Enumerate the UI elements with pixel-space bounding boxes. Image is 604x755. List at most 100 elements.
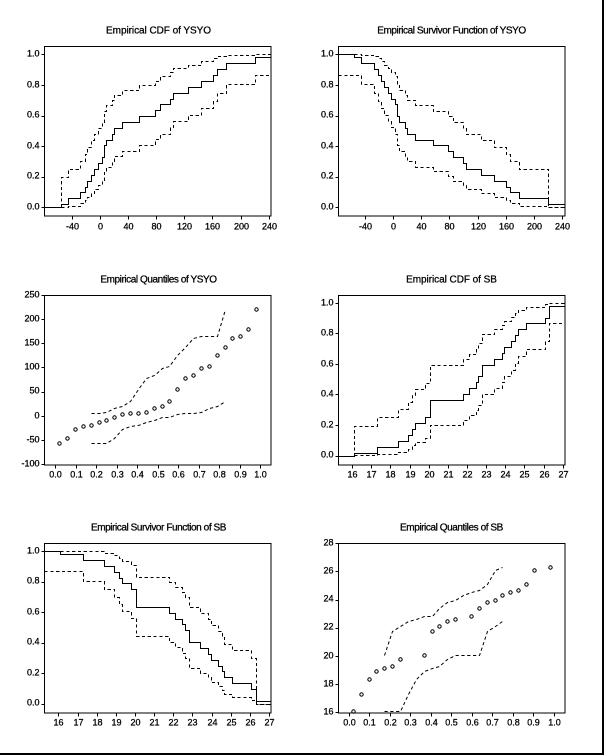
svg-text:0.8: 0.8 [321,80,334,90]
svg-text:0.6: 0.6 [27,607,40,617]
svg-text:80: 80 [151,222,161,232]
svg-text:0.8: 0.8 [321,328,334,338]
svg-text:17: 17 [73,718,83,728]
svg-text:26: 26 [323,566,333,576]
svg-text:0.1: 0.1 [363,718,376,728]
svg-text:0.8: 0.8 [27,576,40,586]
svg-text:16: 16 [347,470,357,480]
svg-text:160: 160 [205,222,220,232]
svg-text:22: 22 [168,718,178,728]
svg-text:0.8: 0.8 [507,718,520,728]
svg-text:Empirical Survivor Function of: Empirical Survivor Function of SB [91,523,227,534]
svg-text:240: 240 [555,222,570,232]
svg-text:17: 17 [366,470,376,480]
svg-text:0.4: 0.4 [425,718,438,728]
svg-text:200: 200 [24,314,39,324]
svg-text:Empirical Survivor Function of: Empirical Survivor Function of YSYO [377,26,526,37]
svg-text:0.5: 0.5 [152,470,165,480]
svg-text:24: 24 [207,718,217,728]
svg-text:18: 18 [323,679,333,689]
svg-text:0.0: 0.0 [321,450,334,460]
svg-text:0.7: 0.7 [486,718,499,728]
svg-text:0.5: 0.5 [445,718,458,728]
svg-text:200: 200 [527,222,542,232]
svg-text:25: 25 [519,470,529,480]
svg-text:0.0: 0.0 [27,698,40,708]
svg-text:0.4: 0.4 [131,470,144,480]
svg-text:21: 21 [149,718,159,728]
svg-text:0.0: 0.0 [343,718,356,728]
svg-text:240: 240 [262,222,277,232]
svg-text:0.1: 0.1 [70,470,83,480]
svg-text:27: 27 [264,718,274,728]
svg-text:0.4: 0.4 [321,141,334,151]
svg-text:18: 18 [385,470,395,480]
svg-text:0.9: 0.9 [527,718,540,728]
svg-text:Empirical CDF of SB: Empirical CDF of SB [406,275,497,286]
svg-text:0.4: 0.4 [27,637,40,647]
svg-text:1.0: 1.0 [321,298,334,308]
svg-text:120: 120 [177,222,192,232]
svg-text:40: 40 [416,222,426,232]
svg-text:21: 21 [443,470,453,480]
svg-text:0.6: 0.6 [321,359,334,369]
svg-text:24: 24 [323,594,333,604]
svg-text:0.4: 0.4 [321,389,334,399]
svg-text:0.0: 0.0 [49,470,62,480]
svg-text:-50: -50 [26,435,39,445]
svg-text:1.0: 1.0 [321,49,334,59]
svg-text:0.2: 0.2 [27,171,40,181]
svg-text:150: 150 [24,338,39,348]
svg-text:0.6: 0.6 [321,110,334,120]
svg-text:0.2: 0.2 [90,470,103,480]
svg-text:19: 19 [405,470,415,480]
svg-text:22: 22 [462,470,472,480]
svg-text:0.6: 0.6 [27,110,40,120]
svg-text:16: 16 [323,707,333,717]
svg-text:23: 23 [187,718,197,728]
svg-text:0.2: 0.2 [321,171,334,181]
svg-text:23: 23 [481,470,491,480]
svg-text:40: 40 [123,222,133,232]
svg-text:0.4: 0.4 [27,141,40,151]
svg-text:0.8: 0.8 [27,80,40,90]
svg-text:0.2: 0.2 [27,668,40,678]
svg-text:0.0: 0.0 [321,202,334,212]
svg-text:0.2: 0.2 [321,420,334,430]
svg-text:80: 80 [444,222,454,232]
svg-text:1.0: 1.0 [27,546,40,556]
svg-text:20: 20 [130,718,140,728]
svg-text:25: 25 [226,718,236,728]
svg-text:1.0: 1.0 [548,718,561,728]
svg-text:26: 26 [245,718,255,728]
svg-text:120: 120 [471,222,486,232]
svg-text:24: 24 [500,470,510,480]
svg-text:28: 28 [323,538,333,548]
svg-text:22: 22 [323,622,333,632]
svg-text:0.0: 0.0 [27,202,40,212]
svg-text:-40: -40 [66,222,79,232]
svg-text:0.7: 0.7 [193,470,206,480]
svg-text:20: 20 [323,651,333,661]
svg-text:26: 26 [539,470,549,480]
svg-text:0: 0 [391,222,396,232]
svg-text:18: 18 [92,718,102,728]
svg-text:19: 19 [111,718,121,728]
svg-text:Empirical CDF of YSYO: Empirical CDF of YSYO [106,26,211,37]
svg-text:160: 160 [499,222,514,232]
svg-text:-40: -40 [359,222,372,232]
svg-text:0: 0 [98,222,103,232]
svg-text:1.0: 1.0 [27,49,40,59]
svg-text:16: 16 [53,718,63,728]
svg-text:1.0: 1.0 [254,470,267,480]
svg-text:0: 0 [34,411,39,421]
svg-text:20: 20 [424,470,434,480]
svg-text:0.2: 0.2 [384,718,397,728]
svg-text:Empirical Quantiles of YSYO: Empirical Quantiles of YSYO [100,275,217,286]
svg-text:200: 200 [234,222,249,232]
svg-text:0.9: 0.9 [234,470,247,480]
svg-text:0.3: 0.3 [404,718,417,728]
svg-text:Empirical Quantiles of SB: Empirical Quantiles of SB [400,523,504,534]
svg-text:250: 250 [24,290,39,300]
svg-text:0.3: 0.3 [111,470,124,480]
